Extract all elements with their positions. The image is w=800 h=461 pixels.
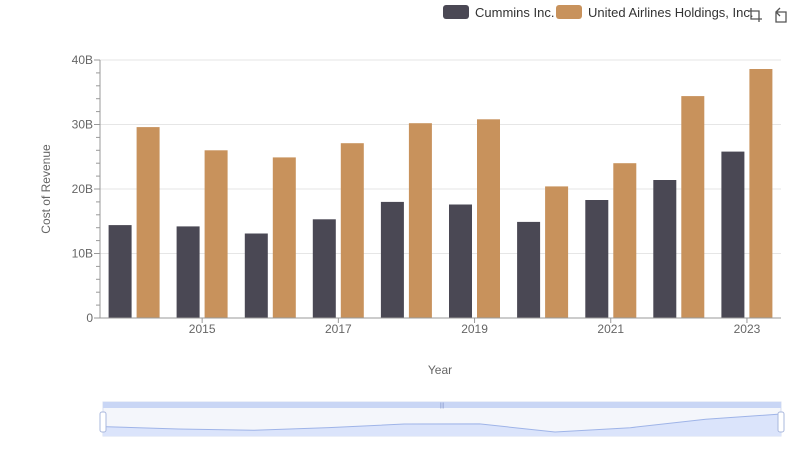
zoom-handle-right[interactable] bbox=[777, 411, 785, 433]
bar-united-2023[interactable] bbox=[749, 69, 773, 318]
y-tick-label: 10B bbox=[72, 247, 93, 261]
crop-icon[interactable] bbox=[748, 8, 762, 22]
zoom-slider[interactable]: ||| bbox=[99, 401, 785, 437]
y-tick-label: 0 bbox=[86, 311, 93, 325]
legend-label-united[interactable]: United Airlines Holdings, Inc. bbox=[588, 5, 753, 20]
bar-united-2020[interactable] bbox=[545, 186, 569, 318]
zoom-preview-line bbox=[102, 413, 782, 433]
bar-cummins-2016[interactable] bbox=[244, 233, 268, 319]
bar-cummins-2019[interactable] bbox=[449, 204, 472, 319]
y-tick-label: 20B bbox=[72, 182, 93, 196]
bar-united-2014[interactable] bbox=[136, 127, 160, 318]
x-tick-label: 2015 bbox=[189, 322, 216, 336]
bar-cummins-2021[interactable] bbox=[585, 200, 609, 318]
bar-cummins-2022[interactable] bbox=[653, 180, 677, 318]
y-tick-label: 40B bbox=[72, 53, 93, 67]
x-tick-label: 2019 bbox=[461, 322, 488, 336]
x-tick-label: 2023 bbox=[734, 322, 761, 336]
restore-icon[interactable] bbox=[775, 7, 787, 23]
x-tick-label: 2021 bbox=[597, 322, 624, 336]
zoom-slider-selection[interactable] bbox=[103, 402, 781, 408]
x-tick-label: 2017 bbox=[325, 322, 352, 336]
legend[interactable]: Cummins Inc. United Airlines Holdings, I… bbox=[443, 5, 753, 20]
x-axis-title: Year bbox=[428, 363, 452, 377]
bar-cummins-2023[interactable] bbox=[721, 151, 745, 318]
zoom-slider-grip-icon[interactable]: ||| bbox=[440, 403, 445, 409]
bar-united-2017[interactable] bbox=[340, 143, 364, 318]
grid bbox=[100, 59, 781, 319]
zoom-preview-area bbox=[103, 414, 781, 436]
bar-cummins-2017[interactable] bbox=[312, 219, 336, 318]
y-axis-title: Cost of Revenue bbox=[39, 144, 53, 234]
x-axis: 2015 2017 2019 2021 2023 bbox=[100, 317, 781, 336]
bars bbox=[108, 69, 773, 319]
bar-cummins-2014[interactable] bbox=[108, 225, 132, 318]
y-tick-label: 30B bbox=[72, 118, 93, 132]
bar-united-2021[interactable] bbox=[613, 163, 637, 318]
bar-united-2018[interactable] bbox=[408, 123, 432, 318]
bar-united-2019[interactable] bbox=[477, 119, 500, 318]
legend-label-cummins[interactable]: Cummins Inc. bbox=[475, 5, 554, 20]
y-axis: 0 10B 20B 30B 40B bbox=[72, 53, 101, 325]
legend-swatch-united[interactable] bbox=[556, 5, 582, 19]
bar-united-2016[interactable] bbox=[272, 157, 296, 318]
zoom-handle-left[interactable] bbox=[99, 411, 107, 433]
legend-swatch-cummins[interactable] bbox=[443, 5, 469, 19]
bar-cummins-2015[interactable] bbox=[176, 226, 200, 318]
bar-united-2022[interactable] bbox=[681, 96, 705, 318]
bar-united-2015[interactable] bbox=[204, 150, 228, 318]
bar-cummins-2018[interactable] bbox=[380, 201, 404, 318]
bar-cummins-2020[interactable] bbox=[517, 221, 541, 318]
